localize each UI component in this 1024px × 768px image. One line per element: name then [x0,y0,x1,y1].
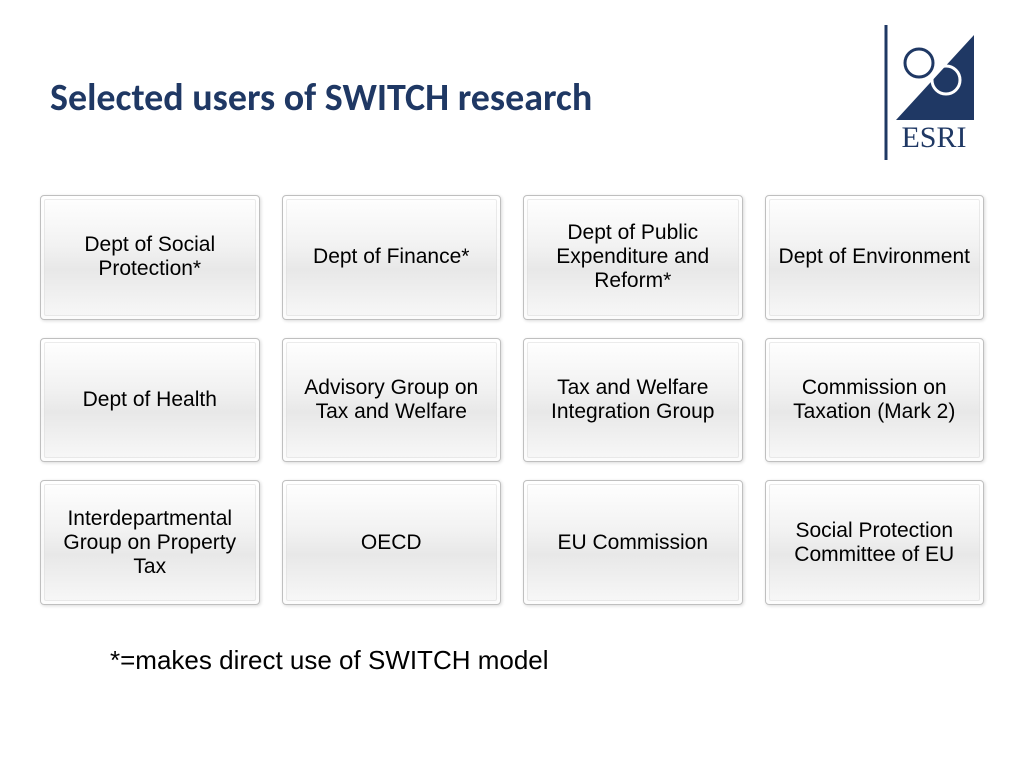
box-label: Dept of Finance* [313,245,469,269]
grid-box: Commission on Taxation (Mark 2) [765,338,985,463]
box-label: Dept of Health [83,388,217,412]
box-label: Interdepartmental Group on Property Tax [51,507,249,579]
grid-box: Interdepartmental Group on Property Tax [40,480,260,605]
grid-box: Social Protection Committee of EU [765,480,985,605]
box-label: Dept of Environment [779,245,970,269]
box-label: Tax and Welfare Integration Group [534,376,732,424]
users-grid: Dept of Social Protection* Dept of Finan… [0,175,1024,605]
header: Selected users of SWITCH research ESRI [0,0,1024,175]
grid-box: Dept of Environment [765,195,985,320]
grid-box: Advisory Group on Tax and Welfare [282,338,502,463]
grid-box: Dept of Finance* [282,195,502,320]
footnote: *=makes direct use of SWITCH model [0,605,1024,676]
box-label: Commission on Taxation (Mark 2) [776,376,974,424]
grid-box: Dept of Social Protection* [40,195,260,320]
box-label: OECD [361,531,422,555]
grid-box: EU Commission [523,480,743,605]
box-label: Dept of Public Expenditure and Reform* [534,221,732,293]
box-label: Dept of Social Protection* [51,233,249,281]
grid-box: Dept of Health [40,338,260,463]
page-title: Selected users of SWITCH research [50,75,592,121]
esri-logo: ESRI [874,25,984,165]
box-label: Social Protection Committee of EU [776,519,974,567]
svg-text:ESRI: ESRI [901,121,966,154]
box-label: EU Commission [557,531,708,555]
box-label: Advisory Group on Tax and Welfare [293,376,491,424]
grid-box: Dept of Public Expenditure and Reform* [523,195,743,320]
grid-box: OECD [282,480,502,605]
grid-box: Tax and Welfare Integration Group [523,338,743,463]
